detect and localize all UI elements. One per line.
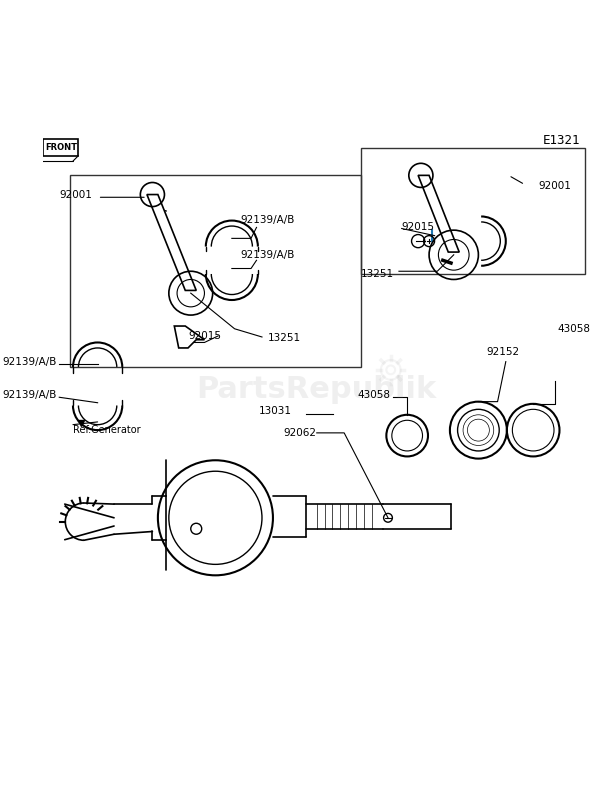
Text: 92015: 92015 <box>188 331 221 341</box>
Text: 92152: 92152 <box>486 347 520 358</box>
Bar <box>361 148 585 274</box>
Text: 92001: 92001 <box>59 190 92 199</box>
Text: 92015: 92015 <box>402 222 434 233</box>
Text: 43058: 43058 <box>358 390 391 399</box>
Text: 13031: 13031 <box>259 406 292 416</box>
Text: 43058: 43058 <box>558 324 591 334</box>
Polygon shape <box>147 194 196 290</box>
Polygon shape <box>418 175 460 252</box>
Text: 92062: 92062 <box>284 428 316 438</box>
Bar <box>70 175 361 367</box>
Text: FRONT: FRONT <box>45 143 77 152</box>
Text: E1321: E1321 <box>542 134 580 147</box>
Text: 92139/A/B: 92139/A/B <box>240 214 294 225</box>
Text: PartsRepublik: PartsRepublik <box>197 374 437 403</box>
Text: 13251: 13251 <box>268 333 300 343</box>
Polygon shape <box>174 326 204 348</box>
Text: 92139/A/B: 92139/A/B <box>240 250 294 260</box>
Text: 92001: 92001 <box>539 182 572 191</box>
Text: Ref.Generator: Ref.Generator <box>73 425 141 435</box>
Text: 92139/A/B: 92139/A/B <box>2 357 57 366</box>
Text: 92139/A/B: 92139/A/B <box>2 390 57 399</box>
Polygon shape <box>43 139 79 156</box>
Text: 13251: 13251 <box>361 269 393 279</box>
